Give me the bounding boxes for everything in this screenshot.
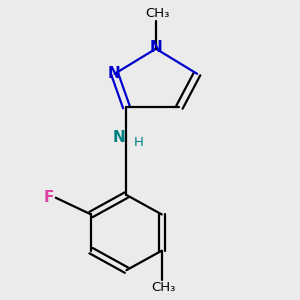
Text: H: H [133, 136, 143, 148]
Text: CH₃: CH₃ [151, 281, 175, 294]
Text: CH₃: CH₃ [145, 7, 169, 20]
Text: N: N [112, 130, 125, 145]
Text: N: N [108, 66, 121, 81]
Text: N: N [149, 40, 162, 56]
Text: F: F [44, 190, 54, 205]
